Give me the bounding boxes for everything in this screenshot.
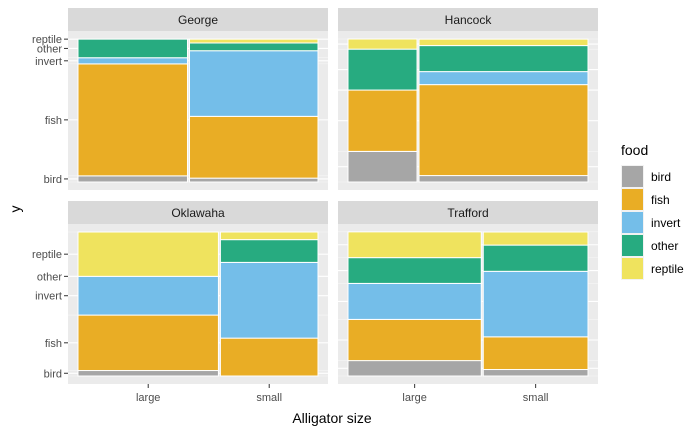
legend-swatch [622, 212, 643, 233]
legend-swatch [622, 258, 643, 279]
facet-strip [338, 8, 598, 31]
column-small: small [219, 231, 319, 404]
tile-invert [418, 71, 589, 86]
y-tick-label: other [37, 271, 62, 283]
tile-invert [219, 261, 319, 339]
tile-fish [77, 314, 219, 372]
x-tick-label: small [523, 392, 549, 404]
y-tick-label: reptile [32, 34, 62, 46]
tile-other [347, 48, 418, 91]
column-large [77, 38, 188, 183]
column-large: large [77, 231, 219, 404]
x-tick-label: large [402, 392, 426, 404]
x-tick-label: large [136, 392, 160, 404]
legend: food bird fish invert other reptile [621, 142, 684, 280]
y-tick-label: fish [45, 115, 62, 127]
axis-layer: Alligator size y [7, 206, 372, 427]
legend-item-bird: bird [621, 165, 671, 188]
y-tick-label: other [37, 43, 62, 55]
y-tick-label: invert [35, 291, 62, 303]
y-tick-label: invert [35, 56, 62, 68]
tile-bird [347, 360, 482, 377]
tile-fish [347, 318, 482, 362]
tile-other [418, 45, 589, 73]
y-ticks: bird fish invert other reptile [32, 249, 68, 380]
tile-other [219, 239, 319, 263]
column-small [188, 38, 319, 183]
facet-strip [338, 201, 598, 224]
legend-label: reptile [651, 262, 684, 276]
tile-bird [482, 369, 589, 377]
column-small: small [482, 231, 589, 404]
legend-swatch [622, 189, 643, 210]
facet-strip-label: Oklawaha [171, 206, 225, 220]
panels-layer: GeorgebirdfishinvertotherreptileHancockO… [32, 8, 598, 404]
y-tick-label: bird [44, 368, 62, 380]
x-tick-label: small [256, 392, 282, 404]
tile-other [77, 38, 188, 59]
legend-label: other [651, 239, 678, 253]
tile-bird [418, 175, 589, 183]
tile-fish [418, 84, 589, 177]
y-axis-title: y [7, 206, 23, 213]
legend-swatch [622, 166, 643, 187]
panel-oklawaha: Oklawaha large small bird fish invert other rep… [32, 201, 328, 404]
tile-other [482, 244, 589, 272]
facet-strip [68, 201, 328, 224]
y-tick-label: reptile [32, 249, 62, 261]
legend-title: food [621, 142, 648, 158]
legend-swatch [622, 235, 643, 256]
tile-bird [188, 177, 319, 183]
tile-bird [77, 175, 188, 183]
tile-fish [347, 89, 418, 152]
tile-invert [482, 270, 589, 338]
legend-item-invert: invert [621, 211, 681, 234]
panel-hancock: Hancock [338, 8, 598, 190]
tile-reptile [219, 231, 319, 241]
tile-invert [347, 282, 482, 320]
tile-other [188, 42, 319, 52]
x-axis-title: Alligator size [292, 410, 372, 426]
facet-strip [68, 8, 328, 31]
tile-invert [77, 275, 219, 316]
tile-reptile [77, 231, 219, 277]
tile-fish [219, 337, 319, 377]
tile-other [347, 257, 482, 284]
tile-reptile [418, 38, 589, 47]
column-large [347, 38, 418, 183]
tile-bird [347, 150, 418, 183]
tile-reptile [188, 38, 319, 44]
legend-item-reptile: reptile [621, 257, 684, 280]
tile-fish [77, 63, 188, 177]
legend-label: invert [651, 216, 681, 230]
column-large: large [347, 231, 482, 404]
legend-label: fish [651, 193, 670, 207]
facet-strip-label: George [178, 13, 218, 27]
facet-strip-label: Hancock [445, 13, 493, 27]
legend-item-other: other [621, 234, 678, 257]
tile-bird [77, 370, 219, 377]
panel-trafford: Trafford large small [338, 201, 598, 404]
tile-reptile [482, 231, 589, 246]
tile-fish [482, 336, 589, 371]
tile-reptile [347, 38, 418, 50]
tile-reptile [347, 231, 482, 259]
facet-strip-label: Trafford [447, 206, 488, 220]
legend-item-fish: fish [621, 188, 670, 211]
y-tick-label: fish [45, 338, 62, 350]
legend-label: bird [651, 170, 671, 184]
column-small [418, 38, 589, 183]
tile-invert [77, 57, 188, 65]
tile-fish [188, 115, 319, 179]
y-tick-label: bird [44, 174, 62, 186]
tile-invert [188, 50, 319, 117]
